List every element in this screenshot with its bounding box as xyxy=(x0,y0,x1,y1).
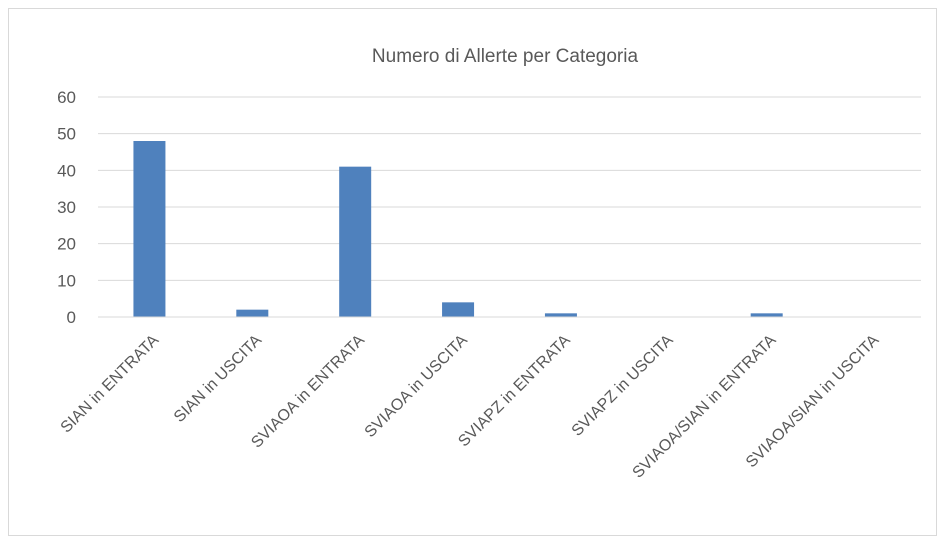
y-tick-label: 0 xyxy=(67,308,76,327)
bar xyxy=(544,313,577,317)
y-tick-label: 40 xyxy=(57,161,76,180)
bar xyxy=(750,313,783,317)
bar xyxy=(133,141,166,317)
y-tick-label: 50 xyxy=(57,125,76,144)
gridlines xyxy=(98,96,921,281)
x-category-label: SIAN in ENTRATA xyxy=(58,332,163,437)
y-tick-label: 10 xyxy=(57,271,76,290)
y-tick-label: 30 xyxy=(57,198,76,217)
x-category-label: SVIAOA in ENTRATA xyxy=(248,332,368,452)
bar xyxy=(236,309,269,317)
bar xyxy=(442,302,475,317)
x-category-label: SVIAOA in USCITA xyxy=(362,332,471,441)
x-category-label: SVIAPZ in USCITA xyxy=(569,332,677,440)
y-tick-label: 20 xyxy=(57,235,76,254)
y-tick-label: 60 xyxy=(57,88,76,107)
x-category-label: SIAN in USCITA xyxy=(171,332,265,426)
y-axis-ticks: 0 10 20 30 40 50 60 xyxy=(57,88,76,327)
chart-title: Numero di Allerte per Categoria xyxy=(372,46,639,67)
x-category-label: SVIAPZ in ENTRATA xyxy=(455,332,574,451)
bar xyxy=(339,166,372,317)
bars xyxy=(133,141,783,317)
